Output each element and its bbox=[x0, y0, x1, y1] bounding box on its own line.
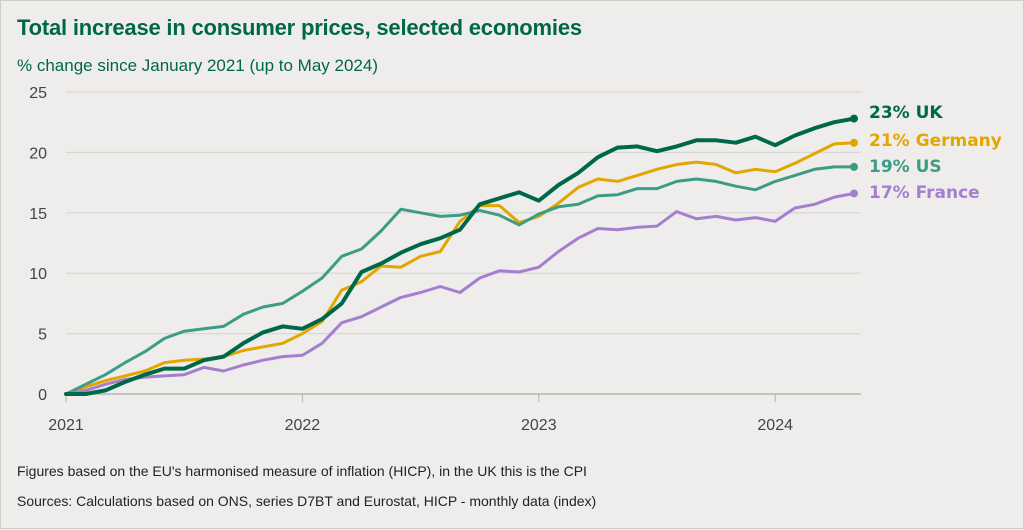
chart-subtitle: % change since January 2021 (up to May 2… bbox=[17, 56, 379, 75]
series-line-france bbox=[64, 192, 856, 396]
series-endpoint-us bbox=[850, 162, 858, 171]
legend-label-uk: 23% UK bbox=[869, 103, 943, 123]
x-tick-label: 2021 bbox=[48, 417, 84, 434]
legend-label-us: 19% US bbox=[869, 157, 942, 177]
x-tick-label: 2024 bbox=[757, 417, 793, 434]
y-tick-label: 10 bbox=[29, 266, 47, 283]
y-tick-label: 25 bbox=[29, 85, 47, 102]
end-labels: 23% UK 21% Germany 19% US 17% France bbox=[869, 103, 1002, 203]
gridlines bbox=[66, 91, 861, 335]
y-axis-ticks: 0 5 10 15 20 25 bbox=[29, 85, 47, 404]
footnote-note: Figures based on the EU's harmonised mea… bbox=[17, 463, 587, 479]
series-endpoint-uk bbox=[850, 114, 858, 123]
legend-label-france: 17% France bbox=[869, 183, 980, 203]
legend-label-germany: 21% Germany bbox=[869, 131, 1002, 151]
series-lines bbox=[64, 114, 858, 396]
series-endpoint-france bbox=[850, 189, 858, 198]
x-tick-label: 2023 bbox=[521, 417, 557, 434]
x-tick-label: 2022 bbox=[285, 417, 321, 434]
y-tick-label: 5 bbox=[38, 327, 47, 344]
x-axis: 2021 2022 2023 2024 bbox=[48, 393, 861, 434]
footnote-sources: Sources: Calculations based on ONS, seri… bbox=[17, 493, 597, 509]
series-line-uk bbox=[64, 116, 856, 396]
series-line-germany bbox=[64, 141, 856, 396]
chart-title: Total increase in consumer prices, selec… bbox=[17, 15, 582, 40]
series-endpoint-germany bbox=[850, 138, 858, 147]
y-tick-label: 0 bbox=[38, 387, 47, 404]
y-tick-label: 20 bbox=[29, 145, 47, 162]
y-tick-label: 15 bbox=[29, 206, 47, 223]
series-line-us bbox=[64, 165, 856, 396]
